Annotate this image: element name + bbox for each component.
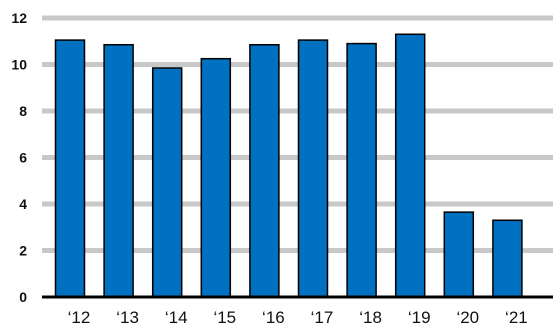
- bar-0: [54, 39, 86, 298]
- x-tick-6: ‘18: [359, 308, 382, 326]
- y-tick-8: 8: [19, 103, 27, 119]
- y-tick-2: 2: [19, 243, 27, 259]
- x-tick-1: ‘13: [116, 308, 139, 326]
- x-tick-0: ‘12: [68, 308, 91, 326]
- x-tick-2: ‘14: [165, 308, 188, 326]
- bar-5: [297, 39, 329, 298]
- y-tick-6: 6: [19, 150, 27, 166]
- bar-9: [492, 219, 523, 298]
- y-tick-12: 12: [11, 10, 27, 26]
- bar-4: [249, 43, 280, 298]
- bar-6: [346, 42, 377, 298]
- bars: [54, 33, 523, 298]
- x-tick-9: ‘21: [505, 308, 528, 326]
- x-tick-5: ‘17: [311, 308, 334, 326]
- bar-3: [200, 57, 232, 298]
- x-tick-4: ‘16: [262, 308, 285, 326]
- y-tick-10: 10: [11, 57, 27, 73]
- bar-2: [151, 67, 183, 298]
- bar-7: [394, 33, 426, 298]
- x-tick-7: ‘19: [408, 308, 431, 326]
- x-tick-labels: ‘12 ‘13 ‘14 ‘15 ‘16 ‘17 ‘18 ‘19 ‘20 ‘21: [68, 308, 528, 326]
- y-tick-labels: 0 2 4 6 8 10 12: [11, 10, 27, 305]
- bar-8: [443, 211, 475, 298]
- y-tick-4: 4: [19, 196, 27, 212]
- bar-1: [103, 43, 134, 298]
- y-tick-0: 0: [19, 289, 27, 305]
- x-tick-8: ‘20: [456, 308, 479, 326]
- x-tick-3: ‘15: [213, 308, 236, 326]
